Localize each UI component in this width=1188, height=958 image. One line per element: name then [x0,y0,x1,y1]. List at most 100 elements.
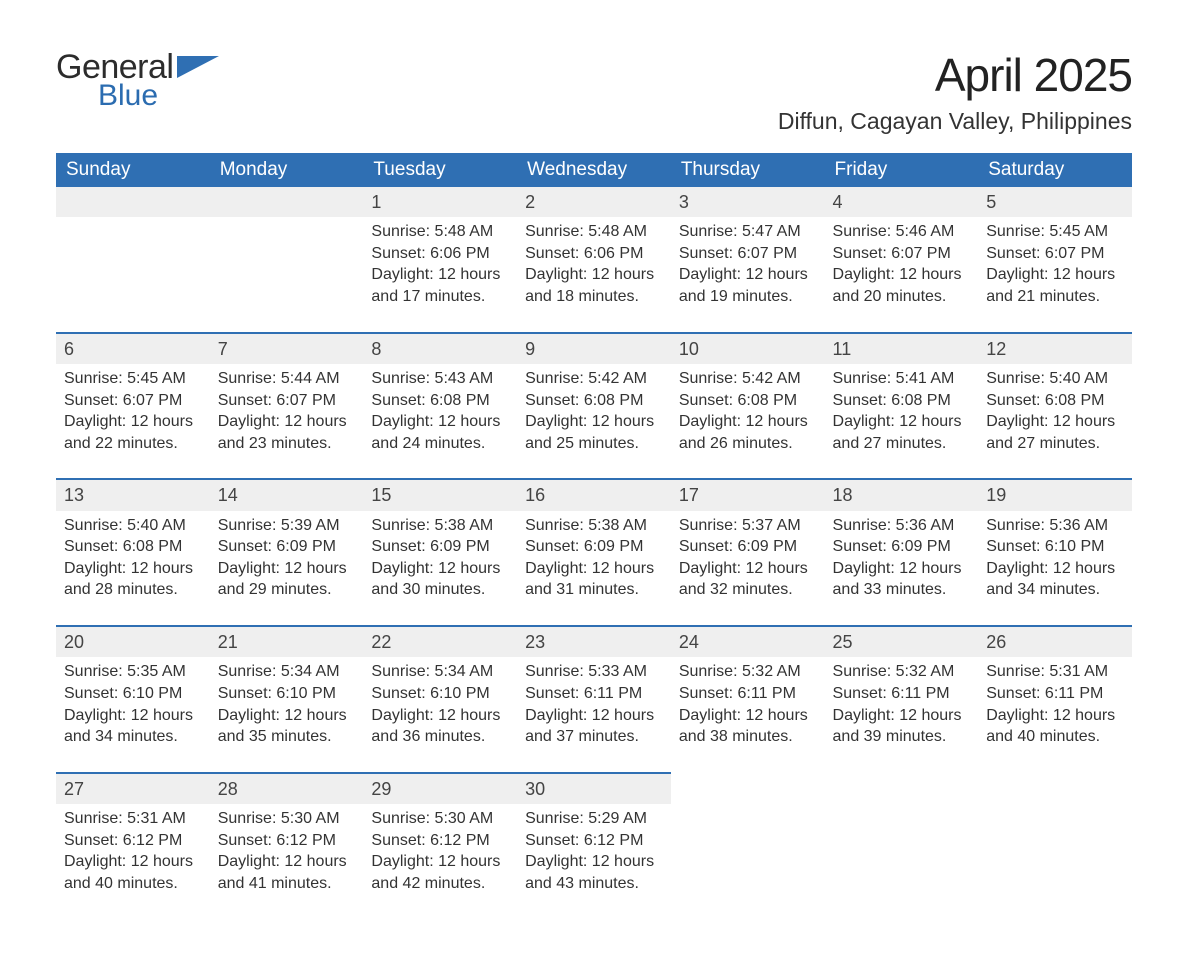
day-detail-cell [825,804,979,918]
day-detail-cell: Sunrise: 5:47 AMSunset: 6:07 PMDaylight:… [671,217,825,332]
sunset-text: Sunset: 6:09 PM [525,536,663,558]
detail-row: Sunrise: 5:45 AMSunset: 6:07 PMDaylight:… [56,364,1132,479]
sunset-text: Sunset: 6:08 PM [64,536,202,558]
sunrise-text: Sunrise: 5:48 AM [371,221,509,243]
day-header: Thursday [671,153,825,187]
day-detail-cell: Sunrise: 5:40 AMSunset: 6:08 PMDaylight:… [56,511,210,626]
sunset-text: Sunset: 6:12 PM [371,830,509,852]
sunrise-text: Sunrise: 5:30 AM [218,808,356,830]
daylight-text2: and 28 minutes. [64,579,202,601]
daylight-text: Daylight: 12 hours [371,411,509,433]
sunset-text: Sunset: 6:07 PM [833,243,971,265]
sunrise-text: Sunrise: 5:31 AM [986,661,1124,683]
daylight-text: Daylight: 12 hours [64,558,202,580]
sunrise-text: Sunrise: 5:36 AM [833,515,971,537]
day-detail-cell: Sunrise: 5:30 AMSunset: 6:12 PMDaylight:… [363,804,517,918]
daylight-text2: and 23 minutes. [218,433,356,455]
day-detail-cell: Sunrise: 5:41 AMSunset: 6:08 PMDaylight:… [825,364,979,479]
sunrise-text: Sunrise: 5:30 AM [371,808,509,830]
day-header: Friday [825,153,979,187]
daylight-text: Daylight: 12 hours [833,264,971,286]
sunset-text: Sunset: 6:07 PM [64,390,202,412]
sunrise-text: Sunrise: 5:39 AM [218,515,356,537]
sunrise-text: Sunrise: 5:29 AM [525,808,663,830]
daylight-text: Daylight: 12 hours [525,411,663,433]
daylight-text: Daylight: 12 hours [218,558,356,580]
day-number-cell [56,187,210,217]
sunrise-text: Sunrise: 5:43 AM [371,368,509,390]
day-number-cell: 18 [825,479,979,510]
sunrise-text: Sunrise: 5:34 AM [371,661,509,683]
detail-row: Sunrise: 5:31 AMSunset: 6:12 PMDaylight:… [56,804,1132,918]
sunrise-text: Sunrise: 5:42 AM [525,368,663,390]
sunrise-text: Sunrise: 5:41 AM [833,368,971,390]
daylight-text: Daylight: 12 hours [64,851,202,873]
sunset-text: Sunset: 6:06 PM [525,243,663,265]
day-detail-cell: Sunrise: 5:34 AMSunset: 6:10 PMDaylight:… [363,657,517,772]
daylight-text: Daylight: 12 hours [525,264,663,286]
sunset-text: Sunset: 6:09 PM [371,536,509,558]
daylight-text: Daylight: 12 hours [218,705,356,727]
day-detail-cell [210,217,364,332]
day-number-cell: 5 [978,187,1132,217]
day-detail-cell: Sunrise: 5:40 AMSunset: 6:08 PMDaylight:… [978,364,1132,479]
sunset-text: Sunset: 6:08 PM [371,390,509,412]
sunrise-text: Sunrise: 5:38 AM [525,515,663,537]
day-number-cell: 2 [517,187,671,217]
day-detail-cell: Sunrise: 5:48 AMSunset: 6:06 PMDaylight:… [517,217,671,332]
day-number-cell: 27 [56,773,210,804]
sunrise-text: Sunrise: 5:32 AM [833,661,971,683]
day-detail-cell [671,804,825,918]
daylight-text2: and 20 minutes. [833,286,971,308]
sunrise-text: Sunrise: 5:48 AM [525,221,663,243]
day-number-cell: 1 [363,187,517,217]
day-number-cell: 25 [825,626,979,657]
day-detail-cell: Sunrise: 5:38 AMSunset: 6:09 PMDaylight:… [363,511,517,626]
sunrise-text: Sunrise: 5:42 AM [679,368,817,390]
sunset-text: Sunset: 6:09 PM [218,536,356,558]
month-title: April 2025 [778,48,1132,102]
daylight-text2: and 37 minutes. [525,726,663,748]
sunrise-text: Sunrise: 5:33 AM [525,661,663,683]
sunset-text: Sunset: 6:09 PM [833,536,971,558]
day-number-cell: 15 [363,479,517,510]
daylight-text: Daylight: 12 hours [371,851,509,873]
day-number-cell: 23 [517,626,671,657]
sunrise-text: Sunrise: 5:45 AM [986,221,1124,243]
daylight-text2: and 36 minutes. [371,726,509,748]
daylight-text2: and 25 minutes. [525,433,663,455]
day-number-cell: 30 [517,773,671,804]
day-detail-cell: Sunrise: 5:32 AMSunset: 6:11 PMDaylight:… [825,657,979,772]
daylight-text2: and 30 minutes. [371,579,509,601]
day-number-cell [671,773,825,804]
detail-row: Sunrise: 5:48 AMSunset: 6:06 PMDaylight:… [56,217,1132,332]
daylight-text: Daylight: 12 hours [986,264,1124,286]
day-number-cell: 28 [210,773,364,804]
daylight-text2: and 38 minutes. [679,726,817,748]
daylight-text2: and 18 minutes. [525,286,663,308]
location-subtitle: Diffun, Cagayan Valley, Philippines [778,108,1132,135]
daylight-text: Daylight: 12 hours [371,558,509,580]
day-detail-cell: Sunrise: 5:33 AMSunset: 6:11 PMDaylight:… [517,657,671,772]
daylight-text2: and 40 minutes. [64,873,202,895]
day-number-cell: 3 [671,187,825,217]
sunset-text: Sunset: 6:08 PM [986,390,1124,412]
day-number-cell: 12 [978,333,1132,364]
day-detail-cell: Sunrise: 5:37 AMSunset: 6:09 PMDaylight:… [671,511,825,626]
daylight-text: Daylight: 12 hours [218,411,356,433]
daylight-text2: and 17 minutes. [371,286,509,308]
day-detail-cell: Sunrise: 5:42 AMSunset: 6:08 PMDaylight:… [517,364,671,479]
day-number-cell: 11 [825,333,979,364]
day-number-cell: 8 [363,333,517,364]
title-block: April 2025 Diffun, Cagayan Valley, Phili… [778,48,1132,135]
daylight-text: Daylight: 12 hours [218,851,356,873]
day-header: Wednesday [517,153,671,187]
day-detail-cell: Sunrise: 5:35 AMSunset: 6:10 PMDaylight:… [56,657,210,772]
day-detail-cell: Sunrise: 5:34 AMSunset: 6:10 PMDaylight:… [210,657,364,772]
daylight-text: Daylight: 12 hours [679,705,817,727]
day-number-cell [825,773,979,804]
sunrise-text: Sunrise: 5:40 AM [64,515,202,537]
sunrise-text: Sunrise: 5:37 AM [679,515,817,537]
day-number-cell [210,187,364,217]
day-number-cell: 24 [671,626,825,657]
